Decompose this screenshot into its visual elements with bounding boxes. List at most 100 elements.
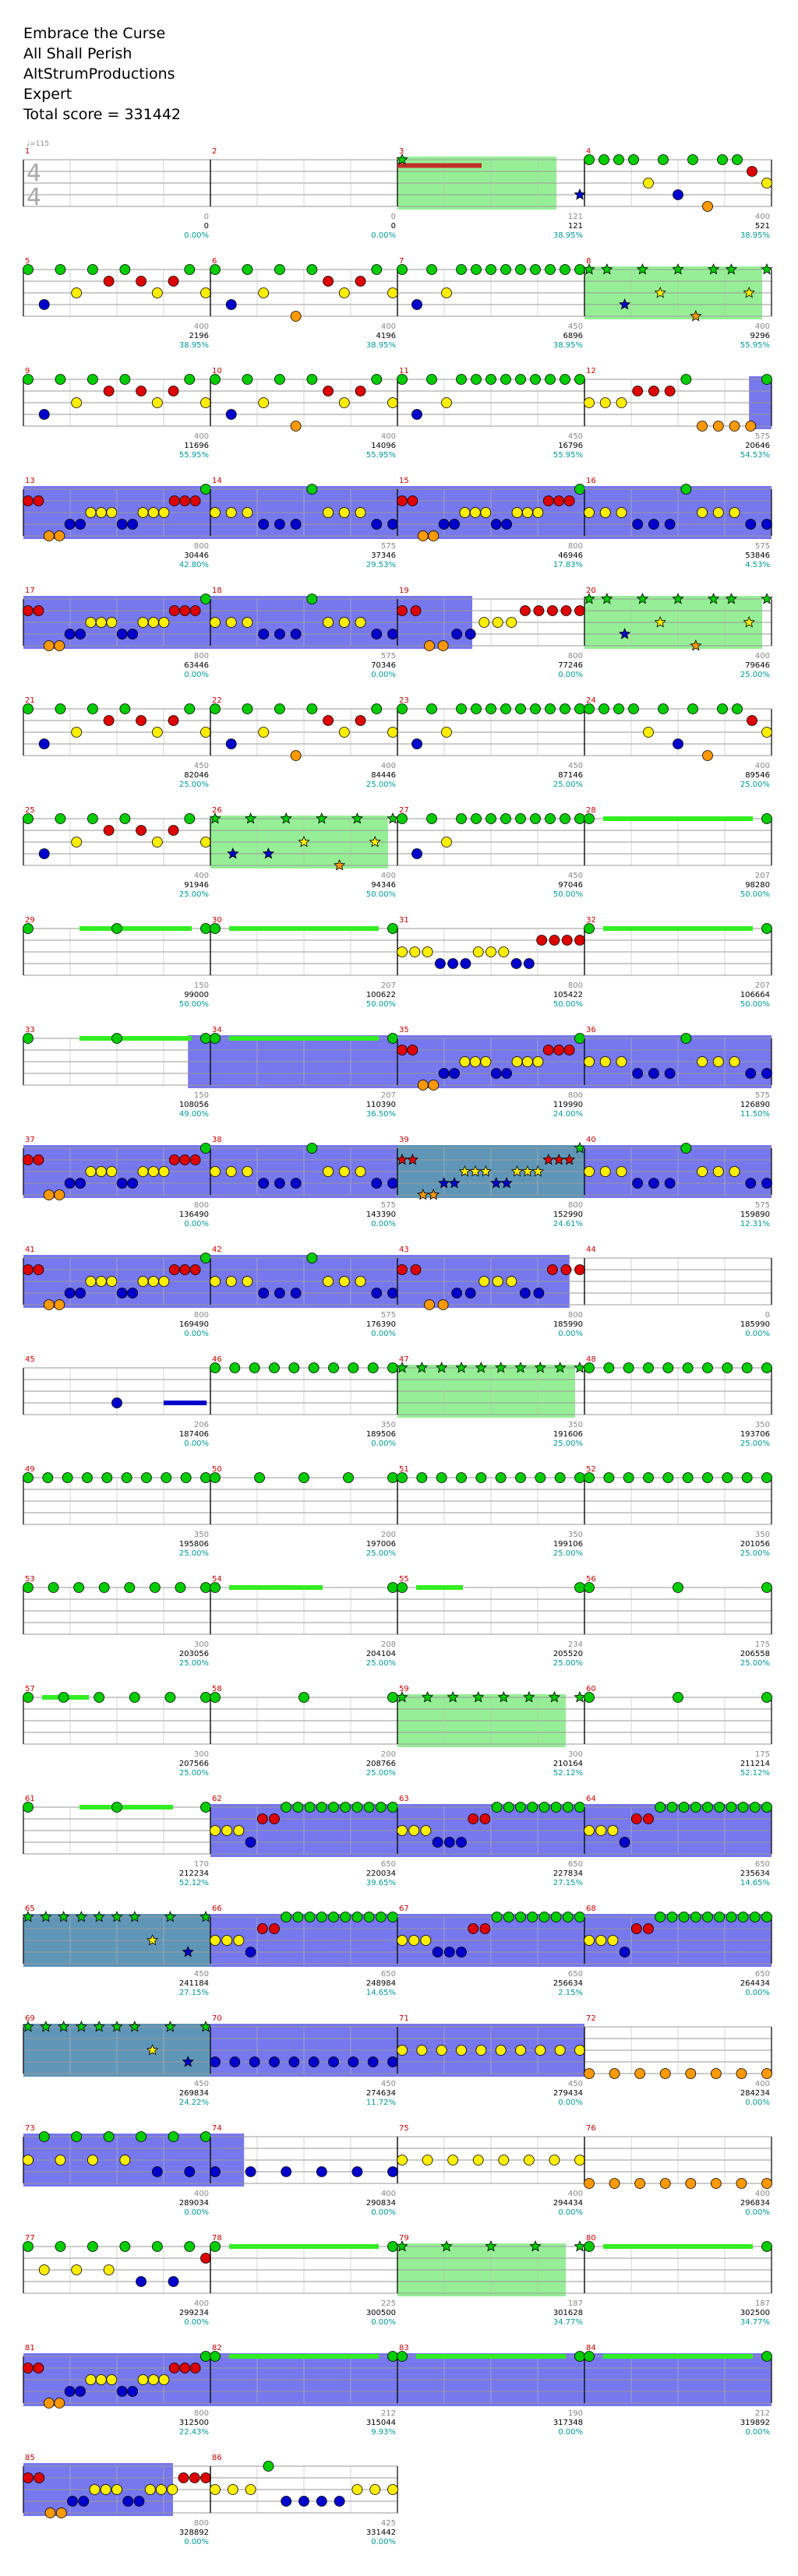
measure-points: 350 xyxy=(381,1421,396,1429)
measure-points: 121 xyxy=(568,213,583,221)
note-red xyxy=(178,2472,189,2483)
running-score: 206558 xyxy=(740,1650,770,1658)
note-green xyxy=(387,1692,398,1703)
note-red xyxy=(168,1154,180,1165)
measure-points: 800 xyxy=(194,2409,209,2418)
running-score: 70346 xyxy=(371,661,396,670)
note-green xyxy=(119,813,131,824)
note-blue xyxy=(451,1288,463,1299)
note-green xyxy=(530,374,541,385)
note-red xyxy=(323,276,334,287)
sp-meter-percent: 14.65% xyxy=(740,1879,770,1887)
measure-points: 400 xyxy=(194,872,209,880)
measure-points: 450 xyxy=(568,322,583,331)
star-note-green xyxy=(440,2239,453,2252)
note-blue xyxy=(387,1288,398,1299)
measure-number: 52 xyxy=(586,1465,596,1474)
measure-points: 200 xyxy=(381,1531,396,1539)
note-yellow xyxy=(156,2484,167,2495)
note-yellow xyxy=(158,2374,170,2385)
note-orange xyxy=(659,2068,671,2079)
note-red xyxy=(23,495,34,506)
measure-points: 800 xyxy=(194,1201,209,1210)
note-green xyxy=(761,2241,772,2252)
sustain-tail xyxy=(229,926,379,931)
note-green xyxy=(491,1802,503,1813)
running-score: 201056 xyxy=(740,1540,770,1549)
note-yellow xyxy=(697,507,708,518)
note-green xyxy=(584,923,595,934)
measure-points: 650 xyxy=(568,1970,583,1979)
time-signature-top: 4 xyxy=(26,160,41,187)
measure-number: 71 xyxy=(399,2014,409,2023)
note-green xyxy=(426,264,437,275)
note-yellow xyxy=(492,1276,503,1287)
note-green xyxy=(274,264,285,275)
note-blue xyxy=(371,1288,383,1299)
note-green xyxy=(23,703,34,714)
note-green xyxy=(375,1912,387,1922)
measure-points: 575 xyxy=(381,652,396,661)
measure-number: 40 xyxy=(586,1136,596,1144)
note-yellow xyxy=(436,2045,447,2056)
note-green xyxy=(397,2351,408,2362)
note-green xyxy=(351,1802,363,1813)
running-score: 235634 xyxy=(740,1869,770,1878)
note-yellow xyxy=(323,1276,334,1287)
sp-meter-percent: 55.95% xyxy=(179,451,209,460)
measure-points: 400 xyxy=(568,2190,583,2198)
sustain-tail xyxy=(229,1036,379,1041)
sp-meter-percent: 0.00% xyxy=(371,671,396,679)
note-blue xyxy=(258,1178,270,1189)
note-green xyxy=(210,703,221,714)
note-orange xyxy=(702,201,713,212)
note-yellow xyxy=(584,1935,595,1946)
note-green xyxy=(328,1802,339,1813)
sp-meter-percent: 49.00% xyxy=(179,1110,209,1119)
note-blue xyxy=(438,1068,450,1079)
measure-number: 74 xyxy=(212,2124,222,2133)
note-yellow xyxy=(158,1276,170,1287)
measure-number: 42 xyxy=(212,1246,222,1254)
note-blue xyxy=(225,409,237,420)
measure-points: 400 xyxy=(194,322,209,331)
measure-number: 37 xyxy=(25,1136,35,1144)
note-green xyxy=(574,374,585,385)
note-yellow xyxy=(387,2484,398,2495)
running-score: 220034 xyxy=(366,1869,396,1878)
measure-points: 207 xyxy=(755,981,770,990)
note-green xyxy=(363,1802,375,1813)
sp-meter-percent: 11.50% xyxy=(740,1110,770,1119)
note-yellow xyxy=(387,397,398,408)
note-orange xyxy=(290,750,302,761)
running-score: 30446 xyxy=(184,551,209,560)
note-green xyxy=(673,1692,683,1703)
note-green xyxy=(200,1472,211,1483)
sp-meter-percent: 4.53% xyxy=(745,561,770,569)
note-blue xyxy=(269,2056,280,2067)
note-blue xyxy=(127,1288,139,1299)
measure-points: 800 xyxy=(568,981,583,990)
note-orange xyxy=(54,1189,65,1200)
note-red xyxy=(168,825,179,836)
note-yellow xyxy=(506,617,517,628)
running-score: 274634 xyxy=(366,2089,396,2098)
measure-points: 300 xyxy=(568,1750,583,1759)
note-yellow xyxy=(616,1166,627,1177)
note-green xyxy=(38,2131,50,2142)
note-green xyxy=(304,1912,316,1922)
sp-meter-percent: 25.00% xyxy=(366,1769,396,1778)
note-blue xyxy=(136,2276,147,2287)
note-yellow xyxy=(225,1276,237,1287)
note-yellow xyxy=(408,1825,420,1836)
note-green xyxy=(690,1802,701,1813)
note-green xyxy=(200,923,211,934)
note-green xyxy=(574,1033,585,1044)
measure-points: 650 xyxy=(381,1860,396,1869)
